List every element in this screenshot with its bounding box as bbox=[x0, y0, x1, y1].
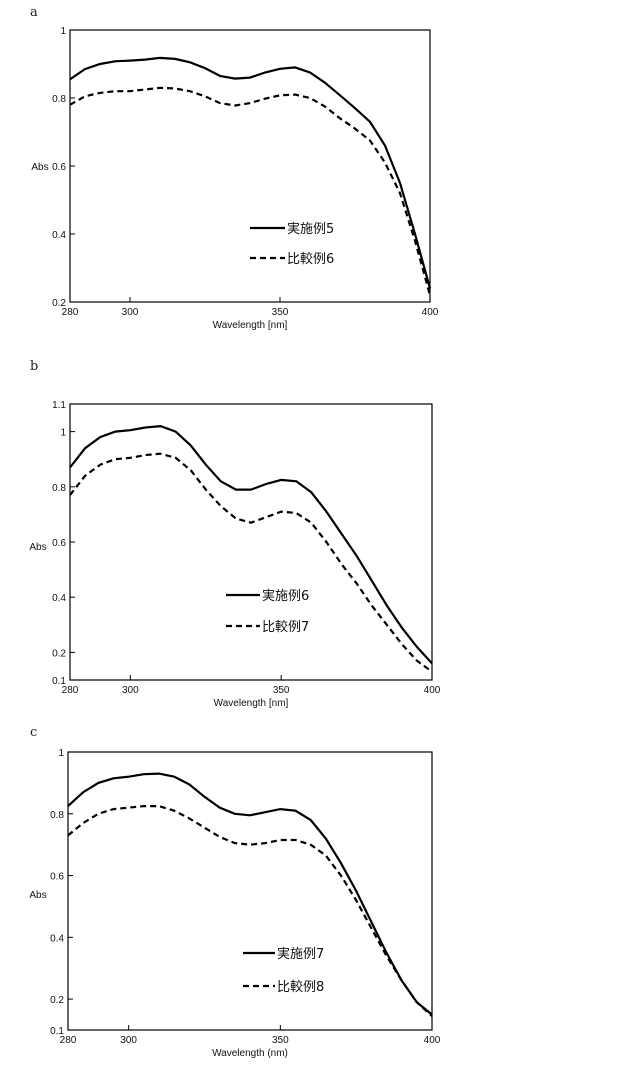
y-tick-label: 0.6 bbox=[50, 872, 64, 883]
y-tick-label: 0.1 bbox=[52, 676, 66, 687]
y-tick-label: 0.2 bbox=[52, 298, 66, 309]
legend: 実施例7 比較例8 bbox=[243, 946, 324, 995]
y-tick-label: 1.1 bbox=[52, 400, 66, 411]
legend: 実施例5 比較例6 bbox=[250, 221, 334, 267]
legend-label: 比較例6 bbox=[287, 252, 334, 267]
x-tick-label: 400 bbox=[424, 685, 441, 696]
chart-panel-c: c2803003504000.10.20.40.60.81Wavelength … bbox=[29, 725, 440, 1059]
y-tick-label: 0.4 bbox=[52, 593, 66, 604]
chart-panel-b: b2803003504000.10.20.40.60.811.1Waveleng… bbox=[29, 359, 440, 709]
panel-label: c bbox=[30, 725, 37, 740]
legend-label: 実施例7 bbox=[277, 946, 324, 962]
y-tick-label: 0.6 bbox=[52, 162, 66, 173]
chart-panel-a: a2803003504000.20.40.60.81Wavelength [nm… bbox=[30, 5, 439, 331]
x-tick-label: 400 bbox=[424, 1035, 441, 1046]
y-tick-label: 1 bbox=[60, 428, 66, 439]
y-tick-label: 1 bbox=[60, 26, 66, 37]
y-axis-label: Abs bbox=[31, 162, 48, 173]
series-line-dashed bbox=[70, 88, 430, 295]
plot-frame bbox=[70, 404, 432, 680]
series-line-dashed bbox=[70, 454, 432, 672]
legend-label: 比較例7 bbox=[262, 620, 309, 635]
x-axis-label: Wavelength [nm] bbox=[214, 698, 289, 709]
legend-label: 実施例6 bbox=[262, 588, 309, 604]
y-tick-label: 0.4 bbox=[50, 933, 64, 944]
series-line-solid bbox=[70, 426, 432, 663]
x-axis-label: Wavelength (nm) bbox=[212, 1048, 288, 1059]
plot-frame bbox=[70, 30, 430, 302]
x-tick-label: 350 bbox=[272, 307, 289, 318]
series-line-solid bbox=[68, 774, 432, 1015]
legend-label: 実施例5 bbox=[287, 221, 334, 237]
x-axis-label: Wavelength [nm] bbox=[213, 320, 288, 331]
x-tick-label: 400 bbox=[422, 307, 439, 318]
panel-label: b bbox=[30, 359, 38, 374]
legend-label: 比較例8 bbox=[277, 980, 324, 995]
y-tick-label: 0.2 bbox=[52, 648, 66, 659]
y-axis-label: Abs bbox=[29, 890, 46, 901]
x-tick-label: 300 bbox=[120, 1035, 137, 1046]
series-line-dashed bbox=[68, 806, 432, 1016]
x-tick-label: 300 bbox=[122, 307, 139, 318]
series-line-solid bbox=[70, 58, 430, 289]
y-tick-label: 0.4 bbox=[52, 230, 66, 241]
y-tick-label: 0.2 bbox=[50, 995, 64, 1006]
y-tick-label: 0.8 bbox=[52, 94, 66, 105]
legend: 実施例6 比較例7 bbox=[226, 588, 309, 635]
y-tick-label: 1 bbox=[58, 748, 64, 759]
x-tick-label: 350 bbox=[273, 685, 290, 696]
y-tick-label: 0.8 bbox=[52, 483, 66, 494]
y-tick-label: 0.6 bbox=[52, 538, 66, 549]
y-axis-label: Abs bbox=[29, 542, 46, 553]
x-tick-label: 300 bbox=[122, 685, 139, 696]
x-tick-label: 350 bbox=[272, 1035, 289, 1046]
y-tick-label: 0.8 bbox=[50, 810, 64, 821]
panel-label: a bbox=[30, 5, 38, 20]
plot-frame bbox=[68, 752, 432, 1030]
y-tick-label: 0.1 bbox=[50, 1026, 64, 1037]
